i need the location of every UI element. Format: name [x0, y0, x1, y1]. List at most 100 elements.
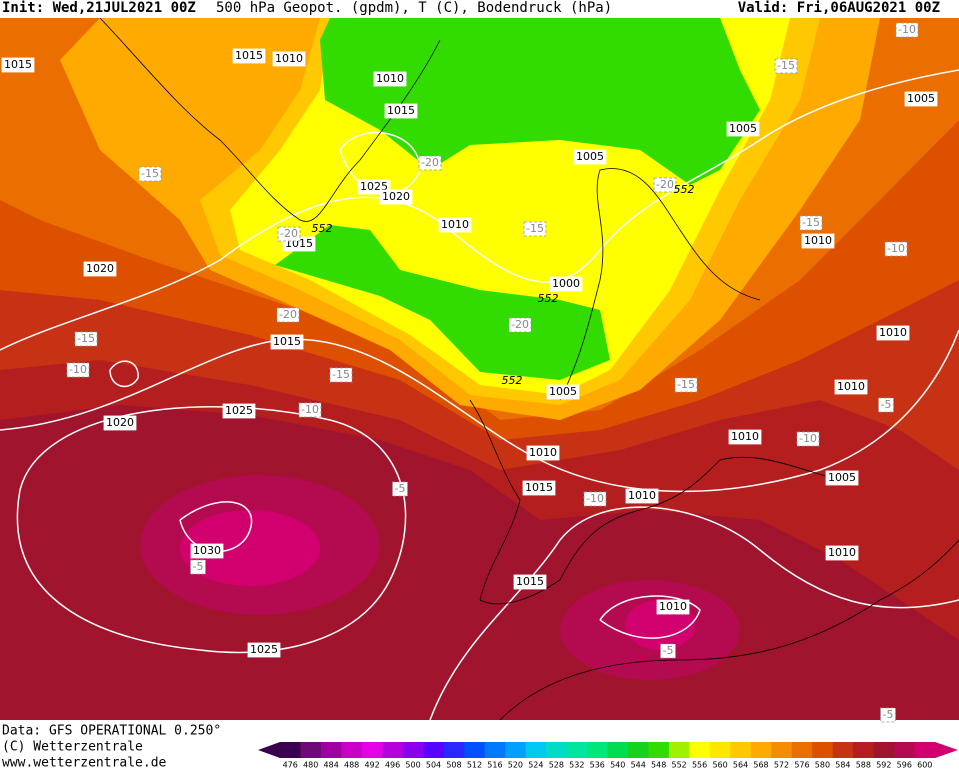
isobar [429, 506, 959, 720]
pressure-label-box [522, 480, 556, 496]
pressure-label: 1010 [828, 546, 856, 559]
temperature-label-group: -10 [583, 491, 607, 507]
legend-swatch [853, 742, 875, 758]
map-field [0, 18, 959, 720]
pressure-label-group: 1005 [825, 470, 859, 486]
pressure-label-box [379, 189, 413, 205]
temperature-label-box [895, 22, 919, 38]
legend-swatch [402, 742, 424, 758]
pressure-label-group: 1010 [373, 71, 407, 87]
data-source: Data: GFS OPERATIONAL 0.250° [2, 724, 221, 739]
pressure-label-group: 1015 [232, 48, 266, 64]
temperature-label-group: -15 [138, 166, 162, 182]
temperature-label-group: -5 [878, 397, 894, 413]
temperature-label: -10 [69, 363, 87, 376]
pressure-label-box [247, 642, 281, 658]
pressure-label-box [272, 51, 306, 67]
pressure-label: 1010 [529, 446, 557, 459]
temperature-label: -5 [883, 708, 894, 721]
coastline [99, 18, 441, 222]
pressure-label: 1010 [659, 600, 687, 613]
pressure-label: 1015 [516, 575, 544, 588]
temperature-label-box [277, 226, 301, 242]
temperature-label-box [418, 155, 442, 171]
pressure-label-box [270, 334, 304, 350]
temperature-label: -10 [887, 242, 905, 255]
temperature-label: -5 [663, 644, 674, 657]
temperature-label-group: -20 [653, 177, 677, 193]
legend-swatch [505, 742, 527, 758]
legend-swatch [648, 742, 670, 758]
pressure-label: 1005 [907, 92, 935, 105]
legend-label: 496 [385, 761, 400, 770]
coastline [559, 168, 761, 401]
temperature-label-group: -10 [796, 431, 820, 447]
temperature-label: -20 [511, 318, 529, 331]
legend-label: 532 [569, 761, 584, 770]
legend-swatch [525, 742, 547, 758]
pressure-label: 1015 [4, 58, 32, 71]
pressure-label-box [513, 574, 547, 590]
legend-label: 588 [856, 761, 871, 770]
legend-swatch [300, 742, 322, 758]
temperature-label-box [653, 177, 677, 193]
temperature-label-box [66, 362, 90, 378]
legend-label: 556 [692, 761, 707, 770]
pressure-label-group: 1010 [728, 429, 762, 445]
pressure-label-group: 1010 [526, 445, 560, 461]
legend-label: 508 [446, 761, 461, 770]
pressure-label-box [549, 276, 583, 292]
legend-label: 580 [815, 761, 830, 770]
field-600 [180, 510, 320, 586]
legend-swatch [709, 742, 731, 758]
pressure-label: 1010 [376, 72, 404, 85]
pressure-label: 1010 [275, 52, 303, 65]
pressure-label: 1000 [552, 277, 580, 290]
legend-label: 544 [631, 761, 646, 770]
legend-swatch [484, 742, 506, 758]
pressure-label: 1020 [382, 190, 410, 203]
temperature-label-box [138, 166, 162, 182]
temperature-label: -15 [141, 167, 159, 180]
legend-swatch [546, 742, 568, 758]
pressure-label-box [232, 48, 266, 64]
pressure-label-group: 1020 [83, 261, 117, 277]
temperature-label-group: -10 [895, 22, 919, 38]
temperature-label-box [329, 367, 353, 383]
pressure-label: 1015 [525, 481, 553, 494]
legend-swatch [361, 742, 383, 758]
pressure-label-group: 1010 [825, 545, 859, 561]
pressure-label-box [1, 57, 35, 73]
valid-time: Valid: Fri,06AUG2021 00Z [738, 0, 940, 16]
temperature-label-group: -20 [277, 226, 301, 242]
pressure-label-box [825, 545, 859, 561]
pressure-label-box [546, 384, 580, 400]
pressure-label: 1005 [576, 150, 604, 163]
temperature-label-group: -20 [418, 155, 442, 171]
temperature-label: -10 [799, 432, 817, 445]
geopotential-label: 552 [674, 183, 695, 196]
pressure-label: 1010 [441, 218, 469, 231]
pressure-label-group: 1000 [549, 276, 583, 292]
legend-swatch [791, 742, 813, 758]
pressure-label-box [438, 217, 472, 233]
temperature-label-box [674, 377, 698, 393]
temperature-label: -10 [301, 403, 319, 416]
pressure-label-group: 1030 [190, 543, 224, 559]
pressure-label-group: 1005 [546, 384, 580, 400]
temperature-label-group: -15 [774, 58, 798, 74]
temperature-label-box [583, 491, 607, 507]
temperature-label: -15 [677, 378, 695, 391]
legend-swatch [750, 742, 772, 758]
legend-swatch [894, 742, 916, 758]
map-title: 500 hPa Geopot. (gpdm), T (C), Bodendruc… [216, 0, 612, 16]
temperature-label: -15 [526, 222, 544, 235]
geopotential-label: 552 [502, 374, 523, 387]
pressure-label-group: 1010 [876, 325, 910, 341]
isobar [599, 595, 701, 639]
field-548 [275, 225, 610, 380]
pressure-label-box [384, 103, 418, 119]
legend-label: 484 [324, 761, 339, 770]
legend-label: 492 [364, 761, 379, 770]
legend-swatch [464, 742, 486, 758]
